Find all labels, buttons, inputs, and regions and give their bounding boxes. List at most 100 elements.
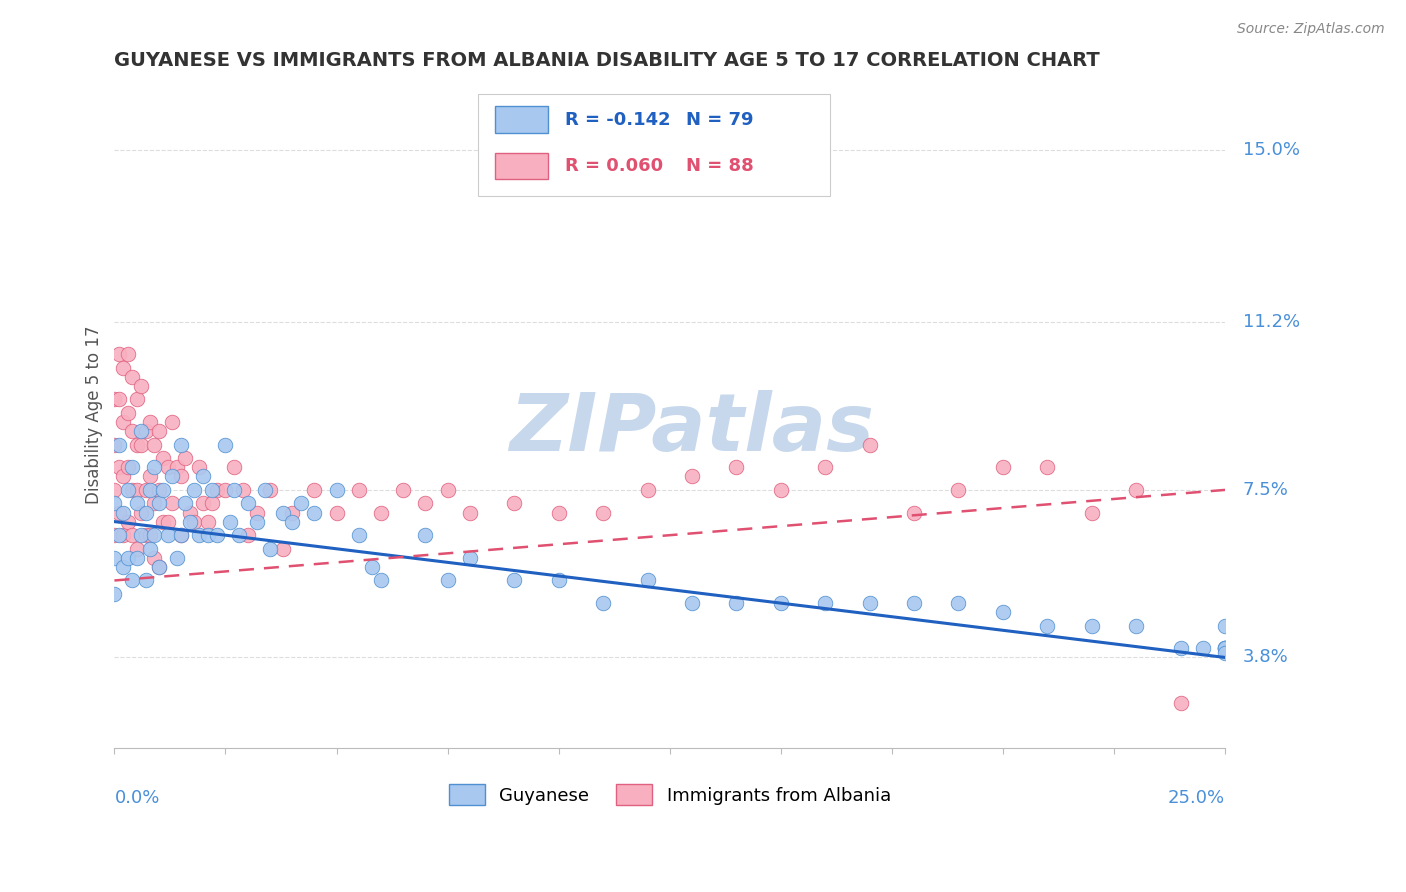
Point <box>170 437 193 451</box>
Point <box>948 596 970 610</box>
Point <box>183 515 205 529</box>
Point <box>1213 646 1236 660</box>
Point <box>1213 641 1236 656</box>
Point <box>254 483 277 497</box>
Point <box>814 460 837 475</box>
Point <box>592 506 614 520</box>
Text: Source: ZipAtlas.com: Source: ZipAtlas.com <box>1237 22 1385 37</box>
Point <box>103 392 125 407</box>
Point <box>1125 483 1147 497</box>
Text: 7.5%: 7.5% <box>1243 481 1289 499</box>
Point <box>681 596 703 610</box>
Point <box>214 483 236 497</box>
Point <box>174 451 197 466</box>
Point <box>129 424 152 438</box>
Point <box>224 483 246 497</box>
Point <box>236 496 259 510</box>
Point <box>205 483 228 497</box>
Point <box>139 469 162 483</box>
Point <box>304 483 326 497</box>
Point <box>259 483 281 497</box>
Point <box>139 541 162 556</box>
Point <box>152 515 174 529</box>
Point <box>148 483 170 497</box>
Text: ZIPatlas: ZIPatlas <box>509 390 875 467</box>
Point <box>219 515 242 529</box>
Point <box>325 506 347 520</box>
Point <box>458 550 481 565</box>
Text: 11.2%: 11.2% <box>1243 313 1301 331</box>
Point <box>170 528 193 542</box>
Point <box>725 460 748 475</box>
Point <box>347 483 370 497</box>
Point <box>201 496 224 510</box>
Point <box>361 560 384 574</box>
Point <box>117 550 139 565</box>
Point <box>193 469 215 483</box>
Text: 25.0%: 25.0% <box>1168 789 1225 806</box>
Point <box>121 574 143 588</box>
Point <box>179 506 201 520</box>
Y-axis label: Disability Age 5 to 17: Disability Age 5 to 17 <box>86 326 103 505</box>
Point <box>187 460 209 475</box>
Point <box>1036 619 1059 633</box>
Point <box>108 347 131 361</box>
Point <box>139 483 162 497</box>
Point <box>859 437 882 451</box>
Point <box>503 574 526 588</box>
Point <box>139 528 162 542</box>
Point <box>112 528 135 542</box>
Point <box>436 483 458 497</box>
Point <box>228 528 250 542</box>
Point <box>903 596 925 610</box>
Point <box>769 483 792 497</box>
Point <box>637 574 659 588</box>
Point <box>108 437 131 451</box>
Point <box>108 460 131 475</box>
Point <box>436 574 458 588</box>
Point <box>103 483 125 497</box>
Point <box>197 515 219 529</box>
Point <box>1213 641 1236 656</box>
Point <box>304 506 326 520</box>
Point <box>1213 619 1236 633</box>
Point <box>117 460 139 475</box>
Point <box>121 369 143 384</box>
Text: N = 79: N = 79 <box>686 111 754 128</box>
Point <box>547 506 569 520</box>
Point <box>179 515 201 529</box>
Point <box>271 541 294 556</box>
Point <box>143 496 166 510</box>
Point <box>281 506 304 520</box>
Point <box>214 437 236 451</box>
Point <box>187 528 209 542</box>
Point <box>458 506 481 520</box>
Point <box>125 550 148 565</box>
Point <box>148 496 170 510</box>
Point <box>197 528 219 542</box>
Point <box>183 483 205 497</box>
Point <box>117 347 139 361</box>
Point <box>415 528 437 542</box>
Point <box>134 483 156 497</box>
Point <box>347 528 370 542</box>
Point <box>125 437 148 451</box>
Text: R = -0.142: R = -0.142 <box>565 111 671 128</box>
Point <box>170 469 193 483</box>
Point <box>814 596 837 610</box>
Point <box>281 515 304 529</box>
Point <box>193 496 215 510</box>
Point <box>271 506 294 520</box>
Point <box>637 483 659 497</box>
Point <box>108 506 131 520</box>
Text: 15.0%: 15.0% <box>1243 141 1299 160</box>
Point <box>125 496 148 510</box>
Point <box>769 596 792 610</box>
Point <box>148 424 170 438</box>
Point <box>170 528 193 542</box>
Point <box>156 460 179 475</box>
Point <box>117 483 139 497</box>
Text: 0.0%: 0.0% <box>114 789 160 806</box>
Point <box>121 528 143 542</box>
Point <box>725 596 748 610</box>
